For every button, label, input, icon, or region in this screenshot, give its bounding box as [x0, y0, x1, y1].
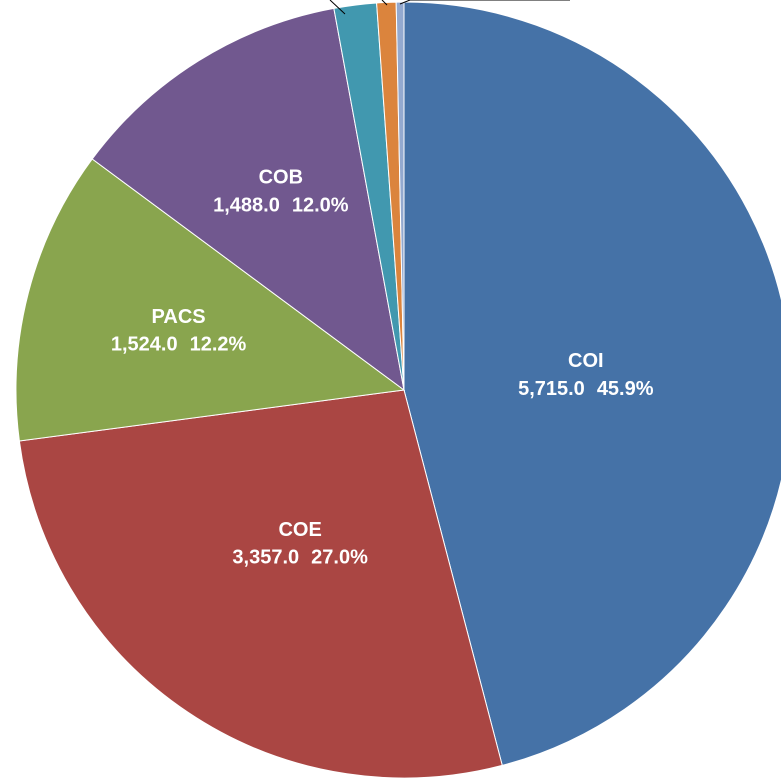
leader-line — [399, 0, 570, 5]
slices — [15, 1, 781, 779]
percent-label: 45.9% — [597, 378, 654, 400]
slice-label: PACS — [152, 306, 206, 328]
slice-label: COE — [278, 519, 321, 541]
slice-value: 1,488.0 12.0% — [213, 195, 349, 217]
value-label: 1,488.0 — [213, 195, 280, 217]
slice-label: COI — [568, 350, 604, 372]
value-label: 3,357.0 — [232, 547, 299, 569]
percent-label: 12.0% — [292, 195, 349, 217]
value-label: 5,715.0 — [518, 378, 585, 400]
value-label: 1,524.0 — [111, 334, 178, 356]
slice-value: 1,524.0 12.2% — [111, 334, 247, 356]
pie-slice — [15, 158, 406, 442]
labels: COI 5,715.0 45.9% COE 3,357.0 27.0% PACS 1,524.… — [111, 167, 654, 569]
leader-line — [329, 0, 346, 15]
slice-value: 3,357.0 27.0% — [232, 547, 368, 569]
leader-line — [381, 0, 388, 6]
leader-lines — [329, 0, 570, 15]
pie-slice — [403, 1, 781, 766]
percent-label: 12.2% — [190, 334, 247, 356]
slice-label: COB — [259, 167, 303, 189]
percent-label: 27.0% — [311, 547, 368, 569]
pie-slice — [91, 7, 405, 392]
slice-value: 5,715.0 45.9% — [518, 378, 654, 400]
pie-slice — [18, 389, 503, 779]
